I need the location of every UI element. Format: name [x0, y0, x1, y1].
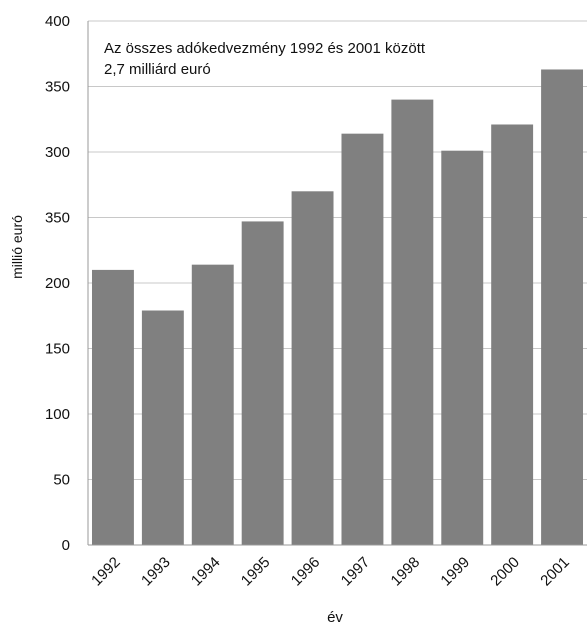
bar [141, 310, 184, 545]
bar [341, 133, 384, 545]
x-tick-label: 1998 [388, 554, 424, 590]
y-tick-label: 400 [45, 13, 70, 30]
y-tick-label: 50 [53, 472, 70, 489]
x-tick-label: 1994 [188, 554, 224, 590]
bar [391, 99, 434, 545]
y-tick-label: 350 [45, 210, 70, 227]
bar [91, 269, 134, 545]
x-axis-label: év [327, 609, 343, 624]
bar [441, 150, 484, 545]
x-tick-label: 1993 [138, 554, 174, 590]
x-tick-label: 2000 [487, 554, 523, 590]
y-tick-label: 200 [45, 275, 70, 292]
y-tick-label: 0 [62, 537, 70, 554]
x-tick-label: 1999 [437, 554, 473, 590]
annotation: Az összes adókedvezmény 1992 és 2001 köz… [104, 40, 426, 57]
bar [241, 221, 284, 545]
x-tick-label: 1995 [238, 554, 274, 590]
y-tick-label: 350 [45, 79, 70, 96]
x-tick-label: 2001 [537, 554, 573, 590]
y-tick-label: 300 [45, 144, 70, 161]
bar [541, 69, 584, 545]
x-tick-label: 1997 [338, 554, 374, 590]
y-axis-label: millió euró [9, 215, 25, 279]
x-tick-label: 1992 [88, 554, 124, 590]
bar [491, 124, 534, 546]
annotation: 2,7 milliárd euró [104, 61, 211, 78]
y-tick-label: 100 [45, 406, 70, 423]
bar [191, 264, 234, 545]
x-tick-label: 1996 [288, 554, 324, 590]
y-tick-label: 150 [45, 341, 70, 358]
bar [291, 191, 334, 546]
